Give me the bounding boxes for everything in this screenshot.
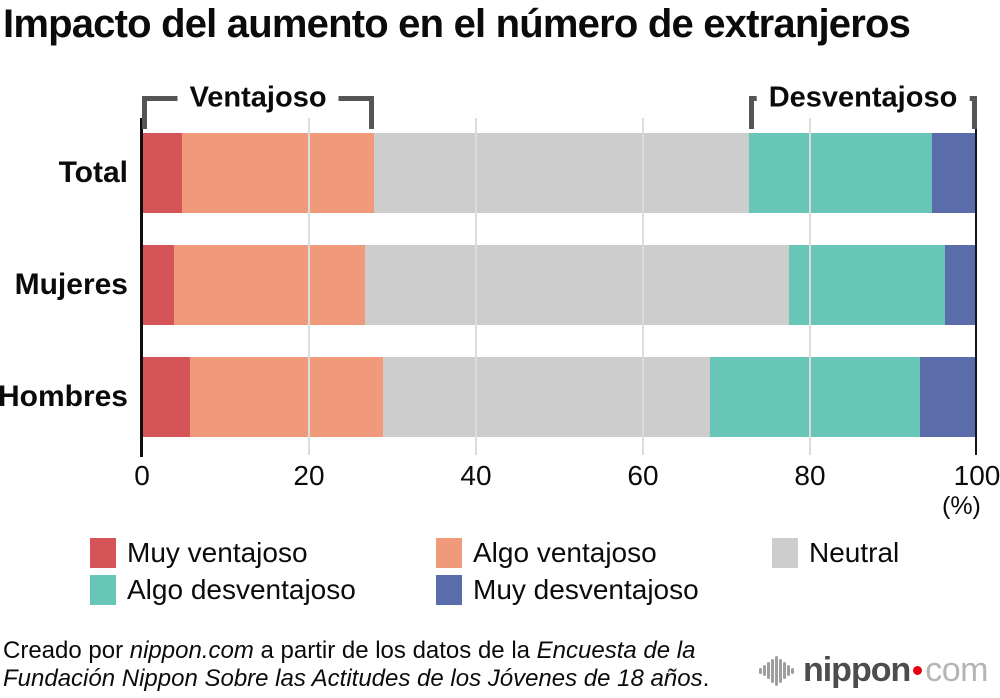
- legend-swatch-muy-ventajoso: [90, 538, 116, 568]
- bar-segment-mujeres-muy-ventajoso: [142, 245, 174, 325]
- logo-red-dot: [913, 665, 923, 675]
- source-note-italic: Fundación Nippon Sobre las Actitudes de …: [3, 665, 703, 692]
- bar-segment-mujeres-algo-ventajoso: [173, 245, 365, 325]
- legend-item-muy-ventajoso: Muy ventajoso: [90, 537, 308, 569]
- soundwave-icon: [759, 655, 794, 686]
- gridline-80: [809, 118, 811, 455]
- bracket-desventajoso: Desventajoso: [749, 81, 977, 129]
- bar-segment-mujeres-neutral: [364, 245, 790, 325]
- bar-segment-hombres-algo-desventajoso: [709, 357, 921, 437]
- category-label-total: Total: [58, 156, 128, 189]
- legend-label-neutral: Neutral: [809, 537, 900, 568]
- legend-item-algo-desventajoso: Algo desventajoso: [90, 574, 356, 606]
- bar-segment-total-muy-desventajoso: [931, 133, 977, 213]
- legend-swatch-algo-ventajoso: [436, 538, 462, 568]
- logo-wordmark: nippon: [802, 651, 911, 689]
- chart-title: Impacto del aumento en el número de extr…: [3, 2, 911, 46]
- legend-label-algo-ventajoso: Algo ventajoso: [473, 537, 657, 568]
- bar-segment-hombres-algo-ventajoso: [189, 357, 384, 437]
- legend-swatch-algo-desventajoso: [90, 575, 116, 605]
- legend-label-muy-desventajoso: Muy desventajoso: [473, 574, 699, 605]
- bar-segment-total-neutral: [374, 133, 750, 213]
- bracket-label-ventajoso: Ventajoso: [177, 81, 339, 115]
- source-note-text: Creado por: [3, 637, 130, 664]
- bar-segment-hombres-muy-ventajoso: [142, 357, 190, 437]
- bar-segment-total-algo-ventajoso: [182, 133, 375, 213]
- x-axis-unit-label: (%): [942, 492, 981, 520]
- legend-label-algo-desventajoso: Algo desventajoso: [127, 574, 356, 605]
- legend-item-algo-ventajoso: Algo ventajoso: [436, 537, 657, 569]
- x-tick-100: 100: [953, 460, 1000, 491]
- bar-hombres: [142, 357, 977, 437]
- x-tick-80: 80: [794, 460, 826, 491]
- bar-segment-mujeres-muy-desventajoso: [945, 245, 977, 325]
- gridline-20: [308, 118, 310, 455]
- source-note-text: .: [702, 665, 710, 692]
- source-note-italic: Encuesta de la: [536, 637, 696, 664]
- gridline-60: [642, 118, 644, 455]
- source-note: Creado por nippon.com a partir de los da…: [3, 637, 709, 693]
- bar-mujeres: [142, 245, 977, 325]
- bar-segment-total-muy-ventajoso: [142, 133, 183, 213]
- plot-area: [142, 118, 977, 455]
- legend-swatch-neutral: [772, 538, 798, 568]
- bar-total: [142, 133, 977, 213]
- y-axis-line: [140, 118, 143, 457]
- logo-tld: com: [925, 651, 988, 689]
- nippon-logo: nippon com: [759, 651, 988, 690]
- category-label-hombres: Hombres: [0, 380, 128, 413]
- legend-swatch-muy-desventajoso: [436, 575, 462, 605]
- legend-item-neutral: Neutral: [772, 537, 899, 569]
- plot-right-border: [975, 118, 977, 455]
- bar-segment-mujeres-algo-desventajoso: [789, 245, 946, 325]
- category-label-mujeres: Mujeres: [14, 268, 128, 301]
- bar-segment-total-algo-desventajoso: [749, 133, 932, 213]
- legend-label-muy-ventajoso: Muy ventajoso: [127, 537, 308, 568]
- x-tick-40: 40: [460, 460, 492, 491]
- x-tick-60: 60: [627, 460, 659, 491]
- gridline-40: [475, 118, 477, 455]
- bracket-ventajoso: Ventajoso: [142, 81, 375, 129]
- bracket-label-desventajoso: Desventajoso: [756, 81, 970, 115]
- legend-item-muy-desventajoso: Muy desventajoso: [436, 574, 699, 606]
- source-note-text: a partir de los datos de la: [253, 637, 537, 664]
- source-note-italic: nippon.com: [129, 637, 254, 664]
- bar-segment-hombres-muy-desventajoso: [920, 357, 977, 437]
- bar-segment-hombres-neutral: [383, 357, 710, 437]
- x-tick-20: 20: [293, 460, 325, 491]
- x-tick-0: 0: [134, 460, 150, 491]
